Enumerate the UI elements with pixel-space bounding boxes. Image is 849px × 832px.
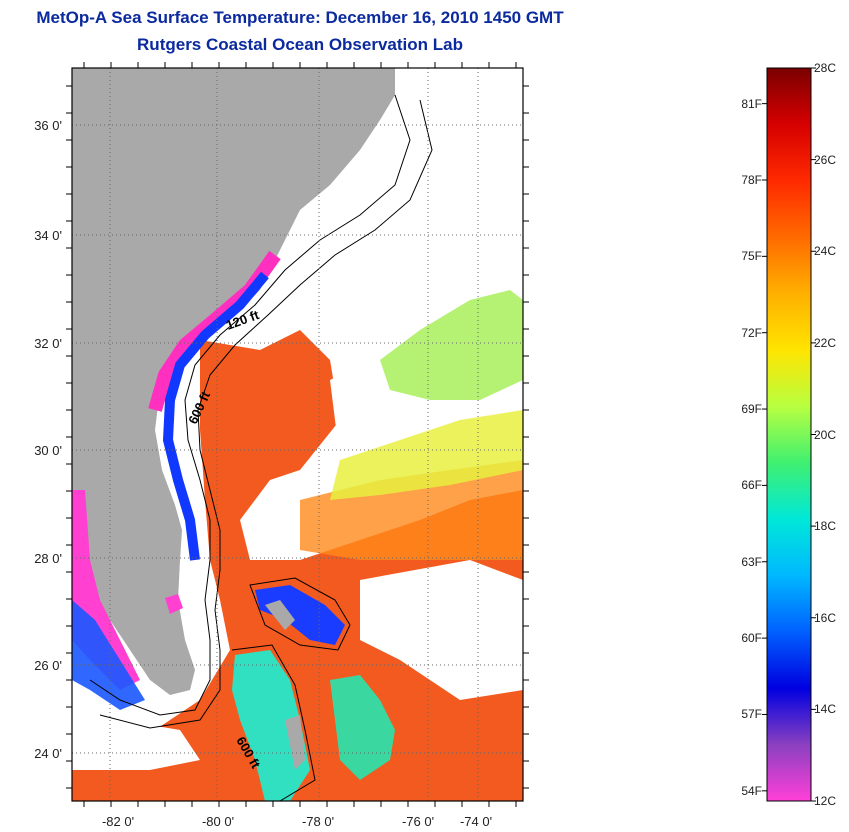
- lat-label: 32 0': [34, 336, 62, 351]
- colorbar-fahrenheit-label: 66F: [741, 478, 762, 493]
- lon-label: -80 0': [202, 814, 234, 829]
- sst-warm-region: [72, 330, 523, 801]
- bahama-bank-east: [330, 675, 395, 780]
- colorbar-fahrenheit-label: 60F: [741, 631, 762, 646]
- lat-label: 24 0': [34, 746, 62, 761]
- colorbar-celsius-label: 12C: [814, 794, 837, 808]
- colorbar-fahrenheit-label: 81F: [741, 96, 762, 111]
- map-frame: [71, 67, 524, 802]
- colorbar-celsius-label: 28C: [814, 61, 837, 75]
- colorbar-celsius-label: 20C: [814, 427, 837, 442]
- florida-west-cool: [72, 600, 145, 710]
- colorbar-fahrenheit-label: 57F: [741, 707, 762, 722]
- lon-label: -78 0': [302, 814, 334, 829]
- coastal-blue-band: [162, 271, 269, 561]
- map-content: [72, 68, 523, 801]
- lon-label: -74 0': [460, 814, 492, 829]
- lake-okeechobee: [165, 594, 183, 614]
- bahamas-island-2: [285, 715, 305, 770]
- colorbar-fahrenheit-label: 75F: [741, 249, 762, 264]
- axis-ticks: [66, 62, 529, 807]
- contour-600ft: [99, 99, 433, 729]
- lat-label: 26 0': [34, 658, 62, 673]
- colorbar-celsius-label: 26C: [814, 152, 837, 167]
- colorbar: [766, 67, 812, 802]
- longitude-labels: -82 0' -80 0' -78 0' -76 0' -74 0': [102, 814, 492, 829]
- colorbar-celsius-label: 16C: [814, 610, 837, 625]
- colorbar-celsius-label: 14C: [814, 702, 837, 717]
- colorbar-celsius-label: 24C: [814, 244, 837, 259]
- cloud-gap-3: [72, 720, 200, 770]
- page-subtitle: Rutgers Coastal Ocean Observation Lab: [137, 35, 463, 54]
- land-mass: [72, 68, 395, 695]
- lon-label: -76 0': [402, 814, 434, 829]
- cloud-gap-1: [330, 360, 380, 460]
- colorbar-fahrenheit-label: 63F: [741, 554, 762, 569]
- lat-label: 30 0': [34, 443, 62, 458]
- colorbar-celsius-label: 22C: [814, 335, 837, 350]
- bahama-bank-north: [255, 585, 345, 645]
- sst-warm-lighter: [300, 460, 523, 560]
- colorbar-fahrenheit-label: 54F: [741, 783, 762, 798]
- colorbar-fahrenheit-label: 72F: [741, 325, 762, 340]
- contour-bahama-banks: [231, 577, 351, 801]
- lat-label: 28 0': [34, 551, 62, 566]
- colorbar-celsius-label: 18C: [814, 519, 837, 534]
- bahamas-island-1: [265, 600, 295, 630]
- lon-label: -82 0': [102, 814, 134, 829]
- lat-label: 34 0': [34, 228, 62, 243]
- sst-green-region: [380, 290, 523, 400]
- sst-yellow-region: [330, 410, 523, 500]
- bahama-bank-south: [232, 650, 310, 801]
- cloud-gap-2: [360, 560, 523, 700]
- page-title: MetOp-A Sea Surface Temperature: Decembe…: [36, 8, 564, 27]
- contour-120ft: [89, 94, 411, 716]
- colorbar-fahrenheit-label: 69F: [741, 402, 762, 417]
- colorbar-fahrenheit-label: 78F: [741, 172, 762, 187]
- latitude-labels: 36 0' 34 0' 32 0' 30 0' 28 0' 26 0' 24 0': [34, 118, 62, 761]
- colorbar-ticks: [762, 67, 816, 802]
- lat-label: 36 0': [34, 118, 62, 133]
